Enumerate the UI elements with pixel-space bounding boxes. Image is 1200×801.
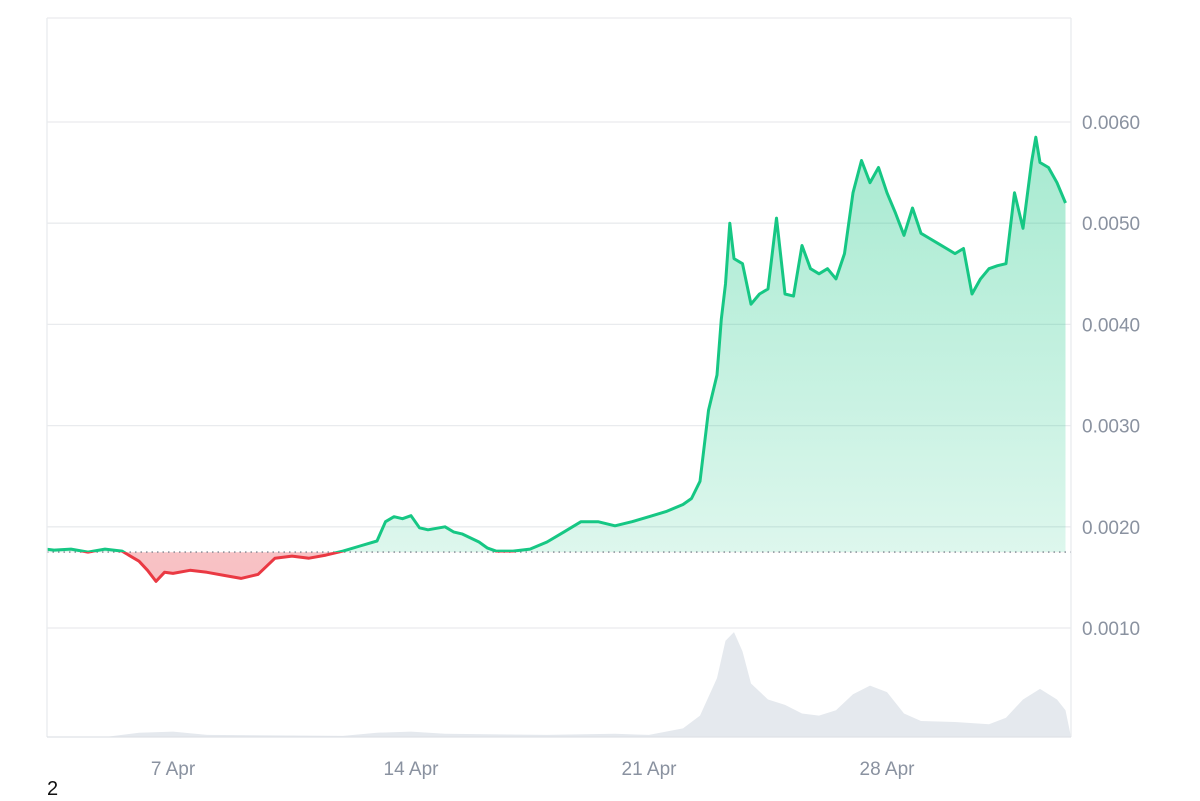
y-tick-label: 0.0030 (1082, 417, 1140, 438)
price-line-down (79, 552, 518, 583)
x-axis-ticks: 7 Apr 14 Apr 21 Apr 28 Apr (151, 759, 915, 780)
volume-area (47, 632, 1071, 737)
y-tick-label: 0.0020 (1082, 518, 1140, 539)
x-tick-label: 21 Apr (622, 759, 678, 780)
price-area (47, 137, 1066, 582)
page-number: 2 (47, 778, 59, 800)
y-axis-ticks: 0.0010 0.0020 0.0030 0.0040 0.0050 0.0060 (1082, 113, 1140, 640)
y-tick-label: 0.0050 (1082, 214, 1140, 235)
y-tick-label: 0.0010 (1082, 619, 1140, 640)
volume-area-shape (47, 632, 1071, 737)
price-line (47, 135, 1067, 583)
price-line-up (47, 135, 1067, 553)
x-tick-label: 14 Apr (384, 759, 440, 780)
axes (46, 17, 1072, 738)
x-tick-label: 28 Apr (860, 759, 916, 780)
y-tick-label: 0.0060 (1082, 113, 1140, 134)
y-tick-label: 0.0040 (1082, 315, 1140, 336)
x-tick-label: 7 Apr (151, 759, 196, 780)
price-area-down (47, 552, 1066, 582)
grid (47, 121, 1071, 629)
price-area-up (47, 137, 1066, 553)
